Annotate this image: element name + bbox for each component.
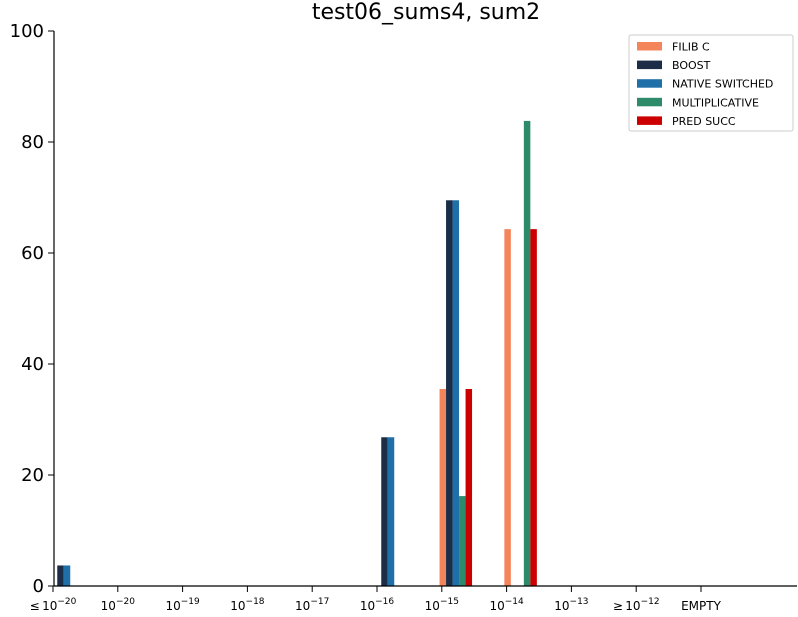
x-tick-exponent: −12	[641, 597, 660, 607]
legend-label: PRED SUCC	[672, 115, 736, 128]
legend-label: MULTIPLICATIVE	[672, 96, 759, 109]
y-tick-label: 20	[21, 465, 44, 486]
x-tick-label: 10−19	[165, 597, 200, 613]
legend-frame	[628, 34, 794, 132]
x-tick-label: 10−14	[489, 597, 524, 613]
y-tick-label: 100	[10, 21, 44, 42]
x-tick-exponent: −13	[570, 597, 589, 607]
x-tick-exponent: −20	[116, 597, 135, 607]
x-tick-prefix: ≤	[30, 599, 40, 613]
x-tick-exponent: −18	[246, 597, 265, 607]
bar-filib-c-6	[439, 388, 447, 586]
bar-pred-succ-6	[465, 388, 473, 586]
legend: FILIB C BOOST NATIVE SWITCHED MULTIPLICATIV…	[628, 34, 794, 132]
legend-swatch	[637, 97, 662, 107]
x-ticks: ≤ 10−20 10−20 10−19 10−18 10−17 10−16 10−15 10−…	[30, 586, 722, 613]
x-tick-base: 10	[360, 599, 375, 613]
bar-boost-6	[446, 200, 453, 586]
bar-boost-5	[381, 437, 388, 586]
y-tick-label: 0	[33, 576, 44, 597]
x-tick-exponent: −15	[440, 597, 459, 607]
legend-swatch	[637, 79, 662, 88]
bar-native-switched-5	[387, 437, 395, 586]
legend-label: NATIVE SWITCHED	[672, 78, 773, 91]
legend-swatch	[637, 42, 662, 51]
legend-swatch	[637, 60, 662, 70]
x-tick-label: 10−15	[425, 597, 459, 613]
legend-swatch	[637, 116, 662, 125]
legend-label: FILIB C	[672, 41, 710, 54]
x-tick-base: 10	[425, 599, 440, 613]
x-tick-label: 10−13	[554, 597, 588, 613]
x-tick-base: 10	[295, 599, 310, 613]
x-tick-exponent: −20	[57, 597, 76, 607]
x-tick-label: ≥ 10−12	[613, 597, 660, 613]
x-tick-label: 10−20	[101, 597, 136, 613]
x-tick-label: EMPTY	[681, 599, 722, 613]
x-tick-base: 10	[230, 599, 245, 613]
bar-multiplicative-6	[459, 496, 466, 586]
x-tick-label: ≤ 10−20	[30, 597, 77, 613]
bars-layer	[57, 120, 537, 586]
y-tick-label: 60	[21, 243, 44, 264]
x-tick-label: 10−18	[230, 597, 265, 613]
y-ticks: 0 20 40 60 80 100	[10, 21, 54, 597]
x-tick-exponent: −16	[375, 597, 394, 607]
legend-label: BOOST	[672, 59, 711, 72]
x-tick-base: 10	[554, 599, 569, 613]
x-tick-base: 10	[101, 599, 116, 613]
x-tick-prefix: ≥	[613, 599, 623, 613]
x-tick-label: 10−17	[295, 597, 329, 613]
chart-title: test06_sums4, sum2	[312, 0, 540, 25]
bar-native-switched-6	[452, 200, 460, 586]
x-tick-label: 10−16	[360, 597, 395, 613]
bar-multiplicative-7	[523, 120, 531, 586]
x-tick-base: 10	[165, 599, 180, 613]
bar-pred-succ-7	[530, 229, 537, 586]
x-tick-exponent: −17	[310, 597, 329, 607]
x-tick-base: 10	[40, 599, 58, 613]
y-tick-label: 40	[21, 354, 44, 375]
bar-native-switched-0	[63, 565, 71, 586]
x-tick-exponent: −14	[505, 597, 524, 607]
bar-filib-c-7	[504, 229, 511, 586]
x-tick-base: 10	[489, 599, 504, 613]
y-tick-label: 80	[21, 132, 44, 153]
bar-boost-0	[57, 565, 64, 586]
x-tick-exponent: −19	[181, 597, 200, 607]
x-tick-base: 10	[623, 599, 641, 613]
